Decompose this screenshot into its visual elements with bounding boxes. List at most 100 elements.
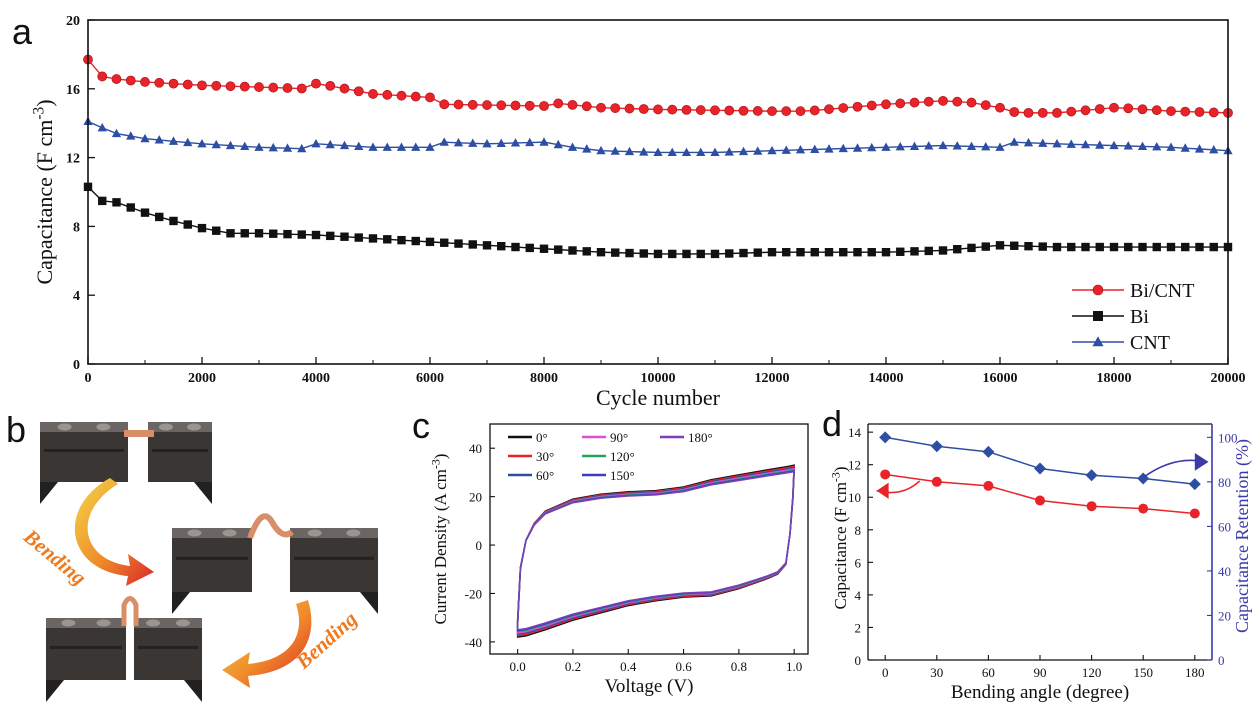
data-point — [397, 235, 406, 245]
clamp-bottom-right — [134, 618, 202, 702]
data-point — [554, 245, 563, 254]
data-point — [368, 234, 378, 243]
y-tick-label: 16 — [66, 83, 80, 98]
data-point — [425, 237, 435, 247]
clamp-seam — [44, 449, 124, 452]
data-point — [931, 476, 942, 487]
data-point — [382, 89, 393, 100]
data-point — [982, 445, 995, 458]
clamp-seam — [138, 645, 198, 649]
data-point — [1109, 242, 1119, 252]
data-point — [439, 137, 449, 146]
data-point — [496, 100, 507, 111]
data-point — [567, 99, 578, 110]
x-tick-label: 120 — [1082, 665, 1102, 680]
y-tick-label: -20 — [465, 586, 482, 601]
data-point — [297, 230, 306, 239]
data-point — [311, 230, 321, 240]
data-point — [995, 142, 1005, 151]
data-point — [454, 239, 463, 248]
legend-label: 90° — [610, 430, 628, 445]
data-point — [1151, 105, 1162, 116]
data-point — [168, 78, 179, 89]
y-tick-label: 10 — [848, 490, 861, 505]
clamp-seam — [152, 449, 208, 452]
legend-marker — [1092, 336, 1104, 347]
legend-marker — [1092, 284, 1104, 296]
x-tick-label: 4000 — [302, 371, 330, 386]
data-point — [667, 147, 677, 157]
cv-curve-180deg — [516, 470, 795, 631]
legend-label: 30° — [536, 449, 554, 464]
film-bent-bottom — [121, 596, 139, 626]
data-point — [1137, 104, 1148, 115]
clamp-screw — [146, 619, 161, 627]
series-line — [885, 473, 1195, 515]
data-point — [283, 229, 292, 239]
data-point — [1109, 140, 1119, 150]
legend-label: 120° — [610, 449, 635, 464]
data-point — [1194, 144, 1205, 153]
data-point — [354, 141, 364, 150]
y-axis-label-superscript: -3 — [829, 472, 843, 482]
y-tick-label: 12 — [848, 458, 861, 473]
data-point — [567, 142, 578, 151]
data-point — [966, 141, 977, 150]
data-point — [496, 138, 506, 147]
chart-a-cycling-stability: 0 2000 4000 6000 8000 10000 12000 14000 16000 180… — [31, 14, 1246, 410]
clamp-top — [40, 422, 128, 432]
data-point — [896, 247, 905, 256]
data-point — [553, 98, 564, 109]
clamp-screw — [96, 619, 111, 627]
data-point — [282, 143, 293, 152]
data-point — [1209, 145, 1219, 154]
data-point — [1124, 242, 1133, 252]
data-point — [368, 142, 378, 151]
data-point — [396, 142, 407, 151]
y2-tick-label: 20 — [1218, 608, 1231, 623]
data-point — [182, 79, 193, 90]
x-tick-label: 60 — [982, 665, 995, 680]
data-point — [1109, 102, 1119, 113]
clamp-top — [46, 618, 126, 628]
data-point — [168, 136, 179, 145]
left-axis-pointer-head — [876, 482, 889, 499]
y-axis-label-main: Current Density (A cm — [431, 469, 450, 624]
chart-c-cv-curves: 0.0 0.2 0.4 0.6 0.8 1.0 -40 -20 0 20 40 Voltage (V)… — [429, 423, 809, 697]
series-cnt — [83, 116, 1233, 157]
data-point — [738, 146, 749, 156]
data-point — [938, 95, 948, 106]
data-point — [981, 142, 991, 151]
data-point — [710, 249, 720, 259]
data-point — [924, 246, 933, 256]
series-capacitance-retention — [879, 431, 1201, 491]
y-tick-label: 2 — [855, 620, 862, 635]
clamp-body — [46, 618, 126, 680]
data-point — [240, 141, 250, 150]
data-point — [183, 137, 193, 147]
data-point — [1166, 242, 1176, 252]
data-point — [525, 137, 535, 147]
data-point — [724, 147, 734, 156]
data-point — [582, 247, 591, 256]
clamp-seam — [294, 556, 374, 560]
data-point — [879, 431, 892, 444]
x-tick-label: 0.2 — [565, 659, 581, 674]
data-point — [254, 229, 264, 238]
x-tick-label: 10000 — [641, 371, 676, 386]
data-point — [910, 247, 919, 256]
clamp-seam — [50, 645, 122, 649]
x-axis-label: Voltage (V) — [605, 676, 694, 697]
x-tick-label: 12000 — [755, 371, 790, 386]
data-point — [668, 249, 677, 259]
data-point — [282, 83, 293, 93]
data-point — [1195, 242, 1204, 252]
clamp-screw — [158, 423, 173, 431]
data-point — [482, 241, 492, 250]
data-point — [1138, 503, 1149, 514]
clamp-screw — [307, 529, 322, 537]
data-point — [838, 103, 849, 113]
data-point — [1066, 139, 1076, 148]
data-point — [611, 248, 620, 257]
